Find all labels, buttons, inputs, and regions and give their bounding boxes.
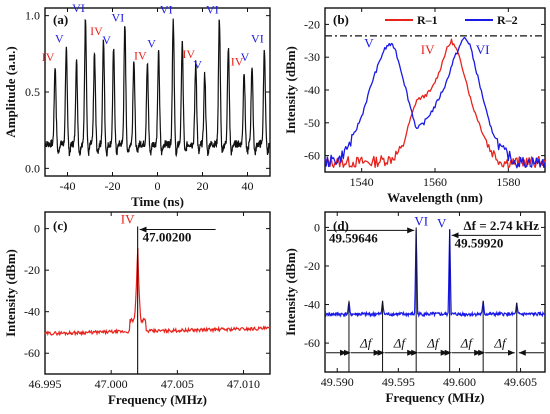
series-line-r-2 xyxy=(324,36,546,169)
peak-label-v: V xyxy=(437,215,447,230)
panel-label: (c) xyxy=(53,218,67,233)
x-tick-label: 49.590 xyxy=(321,375,354,389)
rf-spectrum-line xyxy=(44,247,271,337)
delta-f-label: Δf xyxy=(426,336,441,351)
x-tick-label: -40 xyxy=(60,179,76,193)
panel-label: (a) xyxy=(53,12,68,27)
y-axis-label: Intensity (dBm) xyxy=(3,249,18,337)
y-tick-label: 1.0 xyxy=(25,9,40,23)
x-tick-label: 1540 xyxy=(350,175,374,189)
pulse-mark-v: V xyxy=(193,58,202,72)
x-tick-label: 1580 xyxy=(496,175,520,189)
x-tick-label: 1560 xyxy=(423,175,447,189)
y-tick-label: -60 xyxy=(304,336,320,350)
x-tick-label: 20 xyxy=(197,179,209,193)
x-axis-label: Frequency (MHz) xyxy=(108,392,207,407)
panel-label: (d) xyxy=(333,218,349,233)
pulse-mark-vi: VI xyxy=(112,10,125,24)
peak-label-iv: IV xyxy=(121,212,135,227)
y-tick-label: -60 xyxy=(304,149,320,163)
pulse-mark-vi: VI xyxy=(72,1,85,15)
y-tick-label: -30 xyxy=(304,50,320,64)
pulse-mark-vi: VI xyxy=(251,32,264,46)
delta-f-label: Δf xyxy=(460,336,475,351)
panel-a-time-trace: -40 -20 0 20 40 0.0 0.5 1.0 Time (ns) Amplitude (… xyxy=(3,1,271,209)
panel-d-rf-spectrum-v-vi: 49.590 49.595 49.600 49.605 0 -20 -40 -60 Freque… xyxy=(283,211,546,405)
legend-label: R–1 xyxy=(417,13,438,27)
y-axis-label: Intensity (dBm) xyxy=(283,248,298,336)
plot-frame xyxy=(44,211,271,375)
pulse-mark-iv: IV xyxy=(90,24,103,38)
time-trace-line xyxy=(44,18,271,158)
y-tick-label: -40 xyxy=(304,298,320,312)
x-axis-label: Frequency (MHz) xyxy=(385,390,484,405)
y-tick-label: -20 xyxy=(304,17,320,31)
y-tick-label: -20 xyxy=(304,259,320,273)
panel-b-optical-spectrum: 1540 1560 1580 -20 -30 -40 -50 -60 Wavelength (n… xyxy=(283,7,546,205)
delta-f-label: Δf xyxy=(393,336,408,351)
x-tick-label: 49.595 xyxy=(382,375,415,389)
peak-mark-iv: IV xyxy=(421,42,435,57)
pulse-mark-v: V xyxy=(241,50,250,64)
x-tick-label: -20 xyxy=(105,179,121,193)
y-tick-label: -50 xyxy=(304,116,320,130)
x-axis-label: Wavelength (nm) xyxy=(387,190,483,205)
panel-label: (b) xyxy=(333,12,349,27)
delta-f-annotation: Δf = 2.74 kHz xyxy=(464,218,540,233)
pulse-mark-iv: IV xyxy=(134,49,147,63)
peak-frequency-annotation-vi: 49.59646 xyxy=(329,230,378,245)
pulse-mark-iv: IV xyxy=(231,55,244,69)
y-tick-label: 0 xyxy=(34,222,40,236)
peak-frequency-annotation-v: 49.59920 xyxy=(455,235,504,250)
pulse-mark-iv: IV xyxy=(182,47,195,61)
legend-label: R–2 xyxy=(497,13,518,27)
x-tick-label: 47.000 xyxy=(95,377,128,391)
peak-mark-vi: VI xyxy=(476,42,490,57)
series-line-r-1 xyxy=(324,38,546,169)
rf-spectrum-line xyxy=(324,229,546,318)
plot-frame xyxy=(324,7,546,173)
y-axis-label: Intensity (dBm) xyxy=(283,46,298,134)
y-tick-label: -60 xyxy=(24,346,40,360)
pulse-mark-vi: VI xyxy=(206,3,219,17)
x-tick-label: 47.010 xyxy=(227,377,260,391)
x-tick-label: 49.605 xyxy=(504,375,537,389)
x-tick-label: 40 xyxy=(242,179,254,193)
y-tick-label: -40 xyxy=(304,83,320,97)
y-tick-label: 0.0 xyxy=(25,161,40,175)
delta-f-label: Δf xyxy=(493,336,508,351)
panel-c-rf-spectrum-iv: 46.995 47.000 47.005 47.010 0 -20 -40 -60 Freque… xyxy=(3,211,271,407)
y-tick-label: -40 xyxy=(24,305,40,319)
x-tick-label: 47.005 xyxy=(161,377,194,391)
pulse-mark-v: V xyxy=(102,33,111,47)
y-tick-label: 0.5 xyxy=(25,85,40,99)
x-tick-label: 49.600 xyxy=(443,375,476,389)
y-axis-label: Amplitude (a.u.) xyxy=(3,46,18,137)
pulse-mark-iv: IV xyxy=(42,50,55,64)
peak-label-vi: VI xyxy=(414,213,428,228)
pulse-mark-v: V xyxy=(55,32,64,46)
pulse-mark-v: V xyxy=(147,36,156,50)
pulse-mark-vi: VI xyxy=(160,3,173,17)
y-tick-label: -20 xyxy=(24,263,40,277)
plot-frame xyxy=(324,211,546,373)
peak-frequency-annotation: 47.00200 xyxy=(143,230,192,245)
y-tick-label: 0 xyxy=(314,220,320,234)
peak-mark-v: V xyxy=(364,35,374,50)
delta-f-label: Δf xyxy=(359,336,374,351)
x-tick-label: 0 xyxy=(155,179,161,193)
x-tick-label: 46.995 xyxy=(29,377,62,391)
x-axis-label: Time (ns) xyxy=(131,194,184,209)
